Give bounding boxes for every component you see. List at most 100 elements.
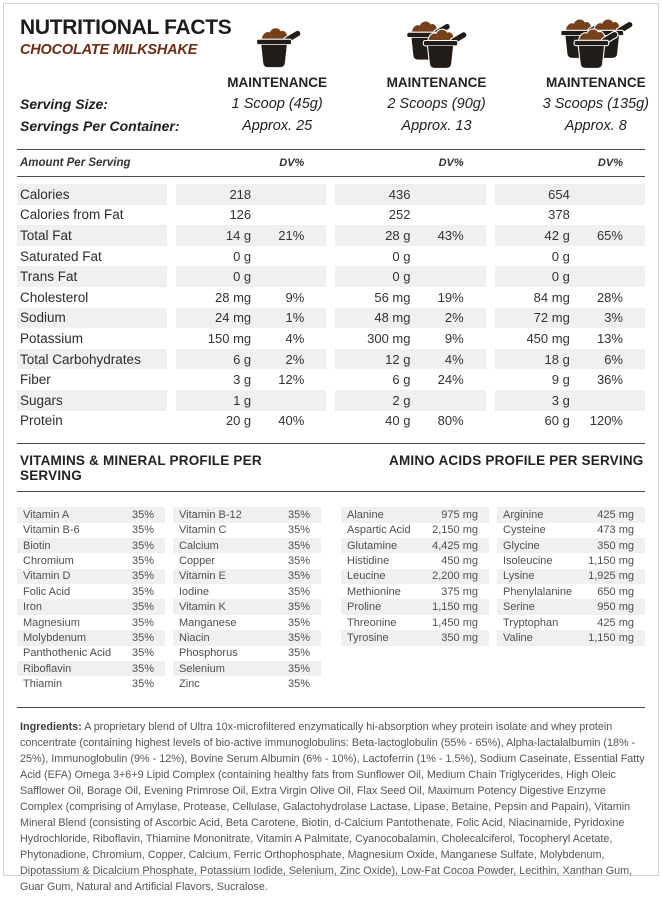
serving-col-3-values: 378 xyxy=(495,205,645,226)
amount-value: 42 g xyxy=(544,227,570,243)
nutrient-value: 35% xyxy=(287,570,310,583)
amount-value: 84 mg xyxy=(533,289,570,305)
dv-value: 9% xyxy=(285,289,305,305)
amount-value: 126 xyxy=(229,207,252,223)
dv-value: 40% xyxy=(278,413,305,429)
divider xyxy=(17,491,645,493)
profile-section-headers: VITAMINS & MINERAL PROFILE PER SERVING A… xyxy=(17,444,645,491)
nutrient-name: Lysine xyxy=(503,570,535,583)
serving-col-1-values: 150 mg 4% xyxy=(176,328,326,349)
serving-col-2-values: 40 g 80% xyxy=(335,411,485,432)
amino-acid-row: Tyrosine 350 mg Valine 1,150 mg xyxy=(341,630,645,646)
nutrient-label: Potassium xyxy=(20,330,84,346)
nutrient-name: Riboflavin xyxy=(23,662,72,675)
nutrient-name: Magnesium xyxy=(23,616,80,629)
amount-value: 654 xyxy=(548,186,570,202)
nutrient-value: 35% xyxy=(131,616,154,629)
nutrient-value: 473 mg xyxy=(597,524,634,537)
nutrient-value: 35% xyxy=(131,647,154,660)
dv-value: 24% xyxy=(437,372,464,388)
nutrient-value: 350 mg xyxy=(597,539,634,552)
nutrient-label: Fiber xyxy=(20,372,51,388)
nutrient-value: 350 mg xyxy=(441,631,478,644)
scoop-icon-2 xyxy=(361,17,511,70)
vitamin-row: Panthothenic Acid 35% Phosphorus 35% xyxy=(17,646,321,661)
scoop-icon-1 xyxy=(202,23,352,70)
amount-value: 24 mg xyxy=(215,310,252,326)
nutrient-label: Sodium xyxy=(17,307,167,329)
nutrient-name: Vitamin K xyxy=(179,601,226,614)
vitamin-row: Chromium 35% Copper 35% xyxy=(17,553,321,568)
dv-value: 4% xyxy=(285,330,305,346)
amount-value: 0 g xyxy=(233,248,252,264)
nutrient-value: 950 mg xyxy=(597,601,634,614)
amount-value: 0 g xyxy=(551,248,570,264)
nutrient-label: Calories from Fat xyxy=(20,207,124,223)
nutrition-table: Calories 218 436 654 Calories from Fat xyxy=(17,184,645,431)
nutrient-name: Biotin xyxy=(23,539,51,552)
nutrient-value: 35% xyxy=(131,631,154,644)
nutrient-name: Folic Acid xyxy=(23,585,71,598)
nutrient-value: 1,150 mg xyxy=(432,601,478,614)
nutrient-name: Alanine xyxy=(347,508,384,521)
nutrient-value: 35% xyxy=(131,662,154,675)
servings-per-container-label: Servings Per Container: xyxy=(20,118,180,134)
servings-per-container-value: Approx. 13 xyxy=(401,118,472,134)
serving-col-3-values: 60 g 120% xyxy=(495,411,645,432)
dv-value: 36% xyxy=(596,372,623,388)
nutrient-name: Calcium xyxy=(179,539,219,552)
serving-size-row: Serving Size: 1 Scoop (45g) 2 Scoops (90… xyxy=(17,93,649,115)
serving-col-3-values: 72 mg 3% xyxy=(494,307,645,329)
dv-header: DV% xyxy=(597,157,623,169)
servings-per-container-value: Approx. 8 xyxy=(564,118,627,134)
serving-col-2-values: 48 mg 2% xyxy=(335,307,486,329)
nutrient-value: 35% xyxy=(287,554,310,567)
nutrient-value: 35% xyxy=(287,539,310,552)
table-row: Trans Fat 0 g 0 g 0 g xyxy=(17,266,645,287)
amino-acid-row: Glutamine 4,425 mg Glycine 350 mg xyxy=(341,537,645,554)
amount-value: 436 xyxy=(388,186,411,202)
serving-size-value: 3 Scoops (135g) xyxy=(542,96,650,112)
nutrient-name: Vitamin C xyxy=(179,524,227,537)
nutrient-value: 1,150 mg xyxy=(588,554,634,567)
dv-value: 1% xyxy=(285,310,305,326)
amount-value: 450 mg xyxy=(526,330,570,346)
amount-value: 0 g xyxy=(392,248,411,264)
nutrient-value: 35% xyxy=(131,508,154,521)
nutrient-value: 650 mg xyxy=(597,585,634,598)
nutrient-label: Total Carbohydrates xyxy=(17,348,167,370)
amount-value: 378 xyxy=(548,207,570,223)
amount-value: 252 xyxy=(388,207,411,223)
vitamin-row: Riboflavin 35% Selenium 35% xyxy=(17,661,321,677)
serving-col-2-values: 252 xyxy=(335,205,485,226)
nutrient-value: 35% xyxy=(131,539,154,552)
nutrient-name: Vitamin A xyxy=(23,508,70,521)
nutrient-name: Leucine xyxy=(347,570,386,583)
amount-value: 218 xyxy=(229,186,252,202)
amount-value: 0 g xyxy=(233,269,252,285)
page-title: NUTRITIONAL FACTS xyxy=(20,16,232,39)
amino-acid-row: Methionine 375 mg Phenylalanine 650 mg xyxy=(341,584,645,599)
serving-col-3-values: 3 g xyxy=(494,389,645,411)
amount-value: 0 g xyxy=(392,269,411,285)
nutrient-name: Niacin xyxy=(179,631,210,644)
divider xyxy=(17,707,645,709)
nutrient-name: Panthothenic Acid xyxy=(23,647,112,660)
amino-acid-row: Histidine 450 mg Isoleucine 1,150 mg xyxy=(341,553,645,568)
nutrient-name: Cysteine xyxy=(503,524,546,537)
vitamins-table: Vitamin A 35% Vitamin B-12 35% Vitamin B… xyxy=(17,507,321,707)
dv-value: 6% xyxy=(604,351,623,367)
serving-col-1-values: 0 g xyxy=(176,246,326,267)
serving-col-1-values: 24 mg 1% xyxy=(176,307,327,329)
nutrient-name: Glycine xyxy=(503,539,540,552)
amount-value: 28 mg xyxy=(215,289,252,305)
serving-col-1-values: 14 g 21% xyxy=(176,225,327,246)
amount-value: 60 g xyxy=(544,413,570,429)
serving-col-2-values: 56 mg 19% xyxy=(335,287,485,308)
serving-col-2-values: 12 g 4% xyxy=(335,348,486,370)
serving-col-2-values: 6 g 24% xyxy=(335,369,485,390)
nutrient-name: Aspartic Acid xyxy=(347,524,411,537)
nutrient-name: Glutamine xyxy=(347,539,398,552)
nutrient-label: Total Fat xyxy=(17,225,167,246)
serving-col-2-values: 0 g xyxy=(335,266,486,287)
